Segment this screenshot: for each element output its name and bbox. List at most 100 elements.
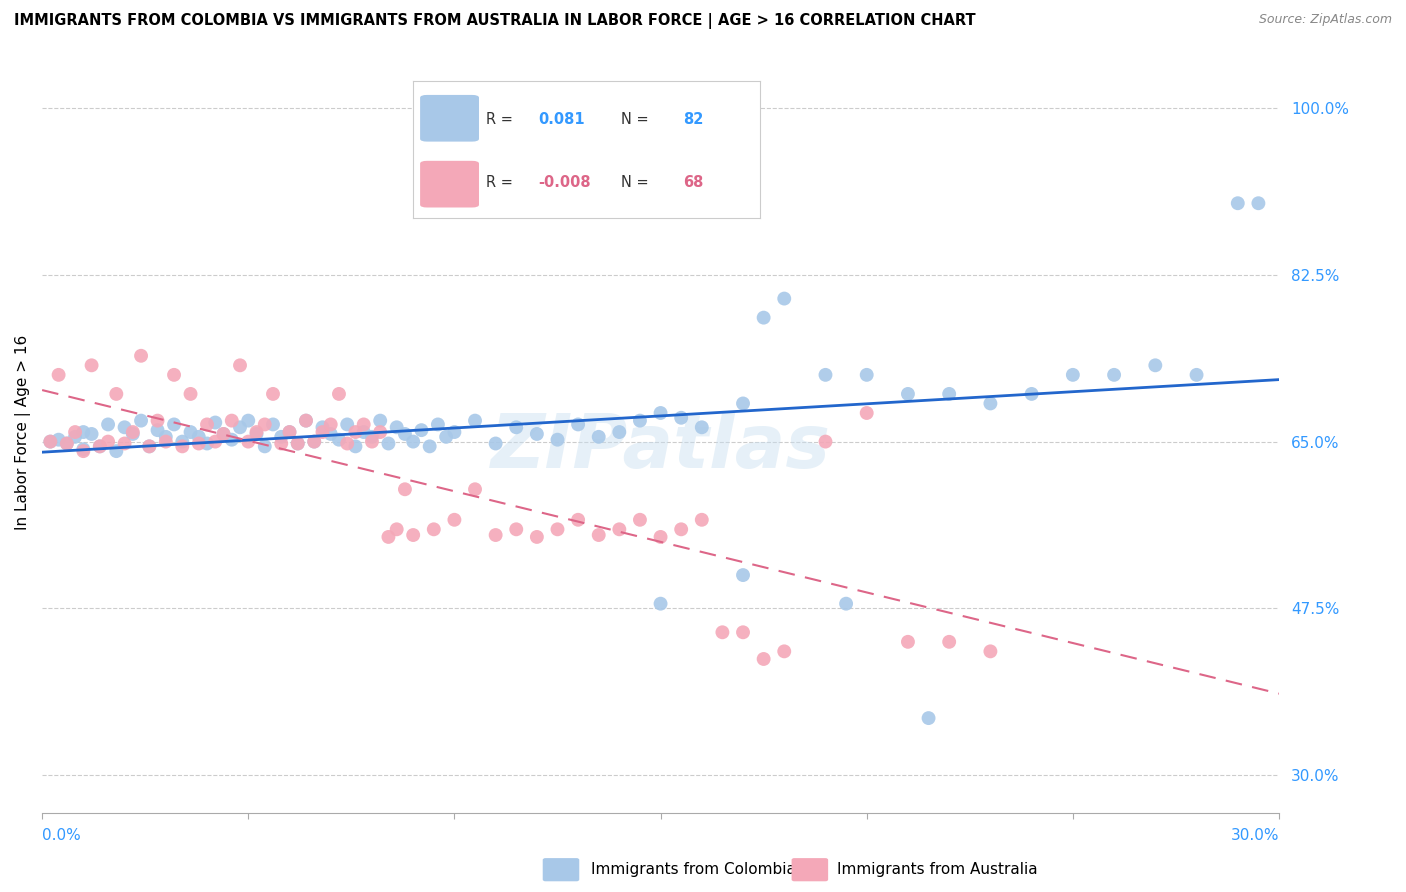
Point <box>221 414 243 428</box>
Point <box>344 425 367 439</box>
Point <box>423 522 446 536</box>
Point <box>835 597 858 611</box>
Point <box>690 513 713 527</box>
Point <box>138 439 160 453</box>
Point <box>485 436 508 450</box>
Point <box>353 425 375 439</box>
Point <box>938 635 960 649</box>
Point <box>814 434 837 449</box>
Point <box>146 423 169 437</box>
Point <box>547 522 569 536</box>
Point <box>855 368 877 382</box>
Point <box>588 430 610 444</box>
Point <box>402 434 425 449</box>
Y-axis label: In Labor Force | Age > 16: In Labor Force | Age > 16 <box>15 334 31 530</box>
Point <box>155 430 177 444</box>
Point <box>588 528 610 542</box>
Text: Immigrants from Australia: Immigrants from Australia <box>837 863 1038 877</box>
Point <box>245 427 267 442</box>
Point <box>63 430 86 444</box>
Point <box>1247 196 1270 211</box>
Point <box>270 436 292 450</box>
Point <box>377 436 399 450</box>
Point <box>319 417 342 432</box>
Point <box>80 427 103 442</box>
Point <box>419 439 441 453</box>
Point <box>187 430 209 444</box>
Point <box>97 434 120 449</box>
Text: 0.0%: 0.0% <box>42 828 82 843</box>
Point <box>443 513 465 527</box>
Point <box>505 420 527 434</box>
Point <box>121 425 143 439</box>
Text: Immigrants from Colombia: Immigrants from Colombia <box>591 863 796 877</box>
Point <box>295 414 318 428</box>
Point <box>72 425 94 439</box>
Point <box>526 530 548 544</box>
Point <box>402 528 425 542</box>
Point <box>311 425 333 439</box>
Point <box>278 425 301 439</box>
Point <box>180 425 202 439</box>
Point <box>187 436 209 450</box>
Point <box>752 652 775 666</box>
Point <box>262 417 284 432</box>
Point <box>464 483 486 497</box>
Point <box>172 439 194 453</box>
Point <box>731 568 754 582</box>
Point <box>278 425 301 439</box>
Text: ZIPatlas: ZIPatlas <box>491 411 831 483</box>
Point <box>221 433 243 447</box>
Point <box>464 414 486 428</box>
Point <box>394 483 416 497</box>
Point <box>731 625 754 640</box>
Point <box>979 396 1001 410</box>
Point <box>56 436 79 450</box>
Point <box>650 530 672 544</box>
Point <box>814 368 837 382</box>
Point <box>172 434 194 449</box>
Point <box>547 433 569 447</box>
Point <box>328 433 350 447</box>
Point <box>336 417 359 432</box>
Point <box>938 387 960 401</box>
Point <box>262 387 284 401</box>
Point <box>97 417 120 432</box>
Point <box>344 439 367 453</box>
Point <box>39 434 62 449</box>
Point <box>361 430 384 444</box>
Point <box>752 310 775 325</box>
Point <box>368 425 391 439</box>
Point <box>72 442 94 457</box>
Point <box>80 359 103 373</box>
Point <box>105 387 128 401</box>
Point <box>180 387 202 401</box>
Point <box>114 420 136 434</box>
Point <box>229 420 252 434</box>
Point <box>287 436 309 450</box>
Point <box>163 368 186 382</box>
Point <box>204 416 226 430</box>
Point <box>368 414 391 428</box>
Point <box>628 513 651 527</box>
Point <box>328 387 350 401</box>
Point <box>650 597 672 611</box>
Point <box>505 522 527 536</box>
Point <box>204 434 226 449</box>
Point <box>567 417 589 432</box>
Point <box>385 522 408 536</box>
Point <box>711 625 734 640</box>
Point <box>1144 359 1167 373</box>
Point <box>731 396 754 410</box>
Text: Source: ZipAtlas.com: Source: ZipAtlas.com <box>1258 13 1392 27</box>
Point <box>89 439 111 453</box>
Point <box>245 425 267 439</box>
Point <box>607 425 630 439</box>
Point <box>353 417 375 432</box>
Point <box>138 439 160 453</box>
Point <box>1185 368 1208 382</box>
Point <box>253 439 276 453</box>
Point <box>979 644 1001 658</box>
Point <box>669 522 692 536</box>
Point <box>39 434 62 449</box>
